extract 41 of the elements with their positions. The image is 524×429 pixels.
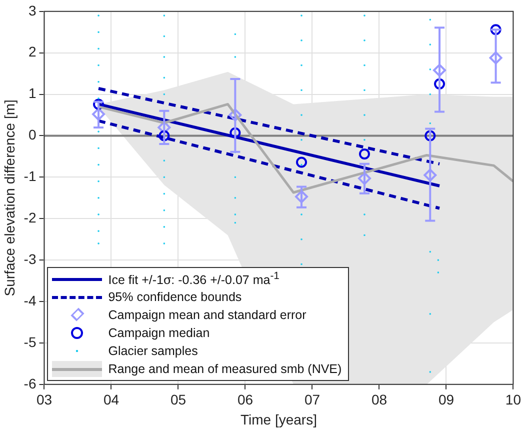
y-tick-label: -1: [24, 168, 36, 184]
point: [92, 108, 106, 121]
point: [424, 130, 436, 142]
x-tick-label: 05: [170, 392, 186, 408]
y-tick-label: 3: [28, 2, 36, 18]
y-tick-label: -3: [24, 250, 36, 267]
x-tick-label: 08: [371, 392, 388, 408]
x-tick-label: 07: [304, 392, 320, 408]
y-tick-label: 0: [28, 126, 36, 143]
point: [295, 190, 308, 204]
point: [489, 51, 502, 64]
y-tick-label: -5: [24, 334, 36, 350]
point: [358, 148, 370, 160]
y-tick-label: 2: [28, 44, 36, 60]
x-tick-label: 10: [505, 392, 522, 408]
y-tick-label: 1: [28, 85, 36, 102]
point: [230, 127, 241, 138]
x-tick-label: 03: [36, 392, 52, 408]
legend-label: Ice fit +/-1σ: -0.36 +/-0.07 ma$^{-1}$: [108, 271, 280, 288]
point: [490, 24, 502, 36]
y-tick-label: -6: [24, 375, 36, 392]
legend-label: Campaign mean and standard error: [108, 308, 306, 322]
point: [158, 130, 170, 142]
y-axis-title: Surface elevation difference [m]: [1, 100, 18, 296]
point: [433, 64, 446, 77]
point: [93, 98, 104, 110]
point: [434, 78, 446, 90]
x-tick-label: 06: [237, 392, 254, 408]
point: [296, 156, 308, 168]
legend-label: Range and mean of measured smb (NVE): [108, 362, 342, 376]
y-tick-label: -4: [24, 292, 36, 308]
point: [358, 172, 371, 185]
x-tick-label: 09: [438, 392, 454, 408]
x-tick-label: 04: [103, 392, 120, 408]
point: [424, 168, 437, 182]
legend-label: Glacier samples: [108, 344, 198, 358]
y-tick-label: -2: [24, 209, 36, 226]
legend-label: Campaign median: [108, 326, 210, 340]
legend-label: 95% confidence bounds: [108, 290, 242, 304]
point: [228, 108, 242, 122]
x-axis-title: Time [years]: [240, 411, 317, 428]
